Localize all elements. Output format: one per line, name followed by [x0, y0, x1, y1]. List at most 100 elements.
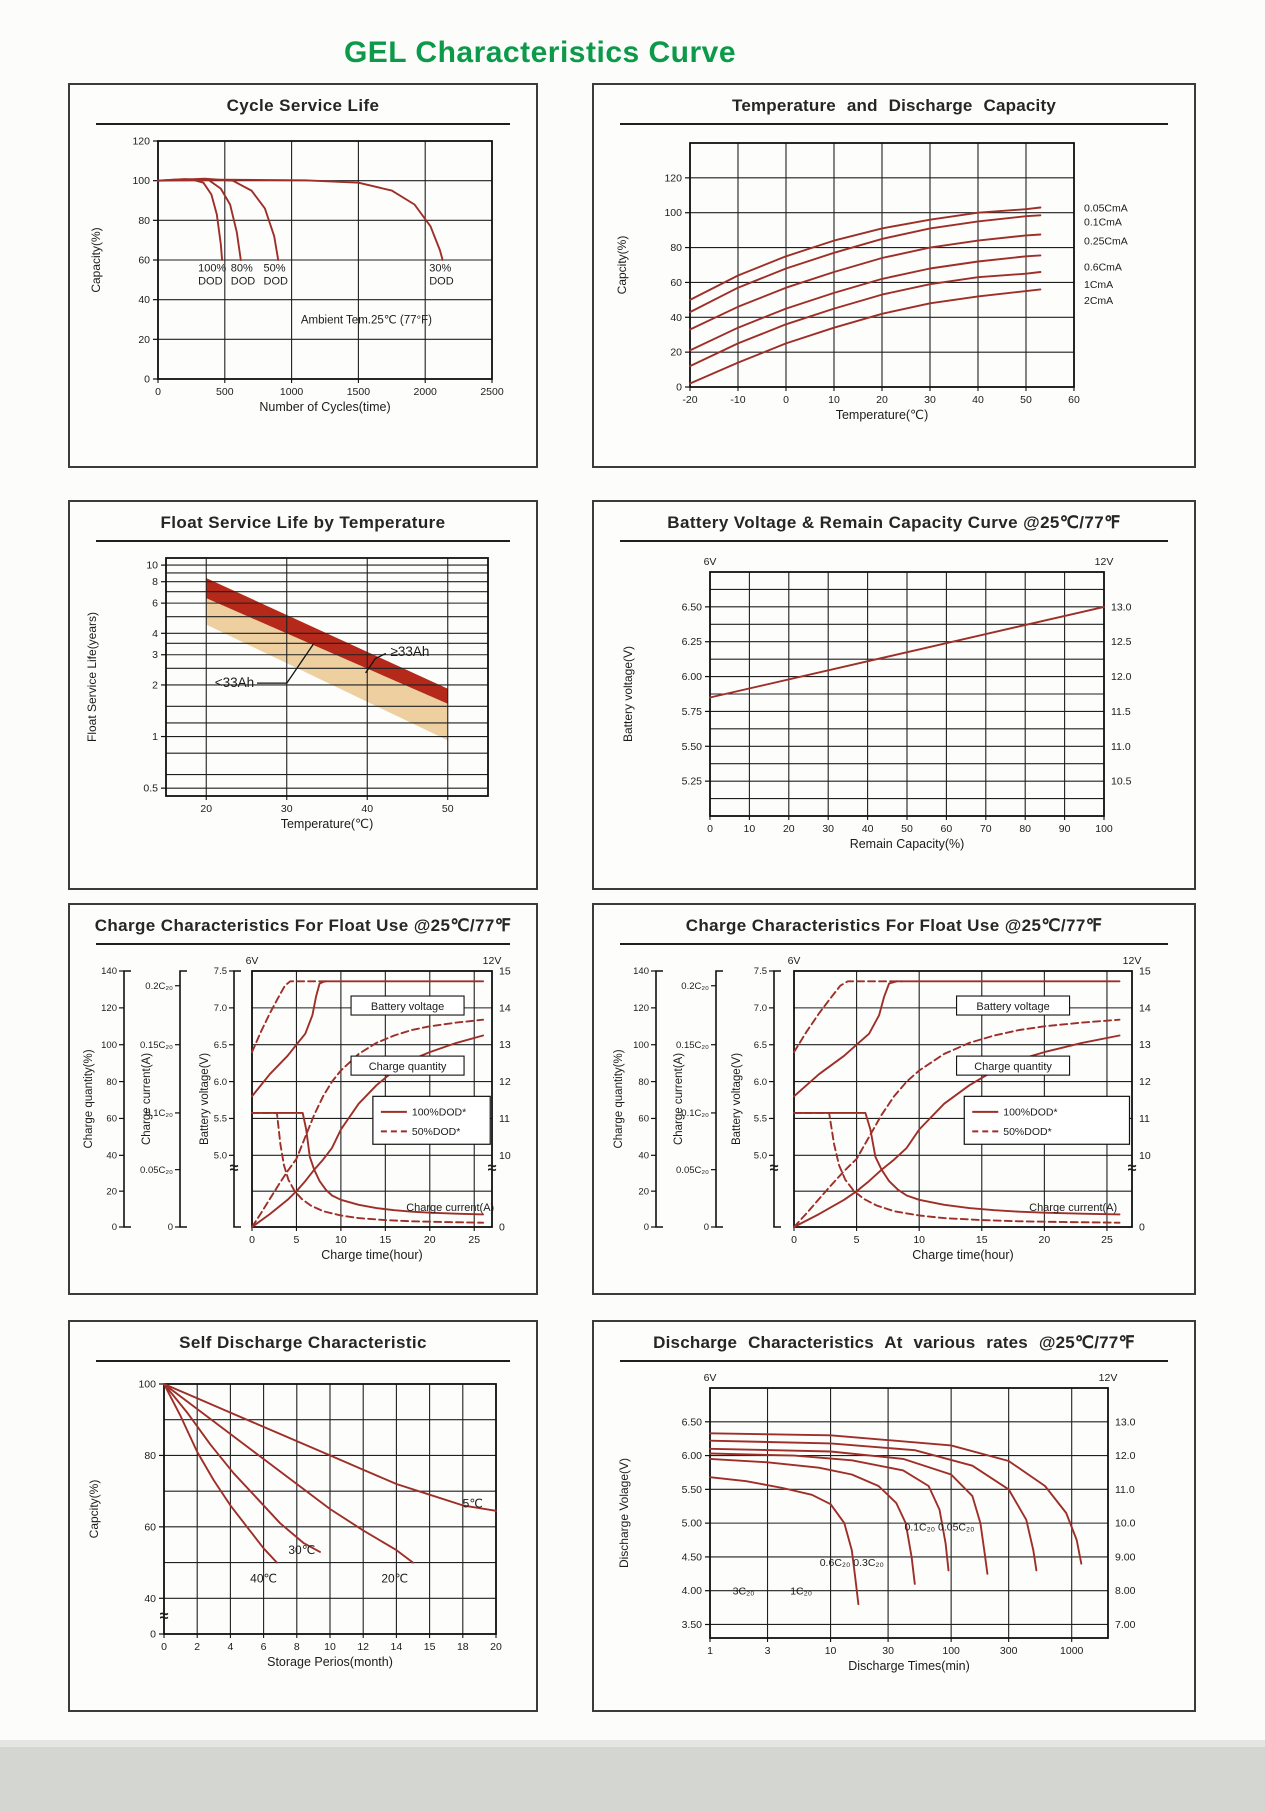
svg-text:80: 80	[670, 242, 682, 254]
svg-text:-10: -10	[730, 394, 745, 406]
svg-text:4: 4	[152, 628, 158, 640]
svg-text:5: 5	[294, 1234, 300, 1246]
svg-text:15: 15	[976, 1234, 988, 1246]
svg-text:6.25: 6.25	[682, 636, 703, 648]
svg-text:100: 100	[942, 1645, 960, 1657]
svg-text:0.25CmA: 0.25CmA	[1084, 236, 1128, 248]
svg-text:0: 0	[155, 386, 161, 398]
svg-text:120: 120	[633, 1003, 649, 1014]
title-underline	[620, 540, 1168, 542]
svg-text:60: 60	[106, 1114, 117, 1125]
svg-text:10: 10	[499, 1150, 511, 1162]
svg-text:Battery voltage: Battery voltage	[371, 1001, 444, 1013]
svg-text:Charge quantity: Charge quantity	[974, 1061, 1052, 1073]
svg-text:10: 10	[324, 1641, 336, 1653]
svg-text:Discharge Times(min): Discharge Times(min)	[848, 1659, 970, 1673]
chart-canvas-self-discharge: 100 80 60 40 00 2 4 6 8 10 12 14 15 18 20 Storage Perio…	[87, 1379, 502, 1670]
chart-title: Battery Voltage & Remain Capacity Curve …	[667, 513, 1121, 532]
title-underline	[96, 1360, 510, 1362]
svg-text:Battery voltage(V): Battery voltage(V)	[199, 1053, 211, 1145]
svg-text:100: 100	[1095, 823, 1113, 835]
svg-text:6: 6	[261, 1641, 267, 1653]
svg-text:11.0: 11.0	[1115, 1484, 1135, 1496]
svg-text:20: 20	[783, 823, 795, 835]
svg-text:80: 80	[106, 1077, 117, 1088]
panel-battery-voltage-remain-capacity: Battery Voltage & Remain Capacity Curve …	[592, 500, 1196, 890]
svg-text:11.0: 11.0	[1111, 741, 1131, 753]
svg-text:13.0: 13.0	[1115, 1416, 1136, 1428]
title-underline	[620, 943, 1168, 945]
svg-text:60: 60	[670, 277, 682, 289]
svg-text:18: 18	[457, 1641, 469, 1653]
svg-text:60: 60	[144, 1521, 156, 1533]
svg-text:0: 0	[704, 1222, 709, 1233]
svg-text:1500: 1500	[347, 386, 371, 398]
svg-text:5.50: 5.50	[682, 741, 703, 753]
svg-text:25: 25	[1101, 1234, 1113, 1246]
svg-text:Capcity(%): Capcity(%)	[87, 1480, 101, 1539]
svg-text:0: 0	[249, 1234, 255, 1246]
svg-text:40: 40	[106, 1151, 117, 1162]
svg-text:0: 0	[1139, 1222, 1145, 1234]
svg-text:20: 20	[424, 1234, 436, 1246]
svg-text:40: 40	[144, 1593, 156, 1605]
svg-text:3: 3	[152, 649, 158, 661]
svg-text:50%: 50%	[264, 263, 286, 275]
svg-text:30%: 30%	[429, 263, 451, 275]
svg-text:6.50: 6.50	[682, 1416, 703, 1428]
title-underline	[96, 540, 510, 542]
title-underline	[96, 943, 510, 945]
svg-text:12V: 12V	[483, 955, 502, 967]
svg-text:80: 80	[1019, 823, 1031, 835]
svg-text:120: 120	[664, 172, 682, 184]
svg-text:20: 20	[490, 1641, 502, 1653]
chart-title: Charge Characteristics For Float Use @25…	[94, 916, 512, 935]
svg-text:Charge current(A): Charge current(A)	[1029, 1202, 1117, 1214]
svg-text:0: 0	[676, 382, 682, 394]
chart-title: Temperature and Discharge Capacity	[732, 96, 1056, 115]
svg-text:11: 11	[499, 1113, 510, 1125]
svg-text:≥33Ah: ≥33Ah	[390, 644, 429, 659]
svg-text:10.5: 10.5	[1111, 776, 1132, 788]
svg-text:≈: ≈	[160, 1608, 169, 1625]
svg-text:300: 300	[1000, 1645, 1018, 1657]
svg-text:Temperature(℃): Temperature(℃)	[836, 408, 929, 422]
svg-text:120: 120	[101, 1003, 117, 1014]
svg-text:7.5: 7.5	[214, 966, 227, 977]
chart-canvas-discharge-rates: 6.50 6.00 5.50 5.00 4.50 4.00 3.50 13.0 12.0 11.0…	[617, 1372, 1136, 1673]
svg-text:5.5: 5.5	[214, 1114, 227, 1125]
svg-text:DOD: DOD	[198, 276, 223, 288]
svg-text:0.5: 0.5	[143, 783, 158, 795]
chart-canvas-temperature-discharge: 0 20 40 60 80 100 120 -20 -10 0 10 20 30 40 50 60 Temper…	[615, 142, 1128, 422]
svg-text:120: 120	[132, 136, 150, 148]
svg-text:0: 0	[150, 1629, 156, 1641]
svg-text:8.00: 8.00	[1115, 1585, 1136, 1597]
svg-text:20: 20	[200, 803, 212, 815]
svg-text:1000: 1000	[280, 386, 304, 398]
svg-text:30: 30	[924, 394, 936, 406]
panel-charge-characteristics-right: Charge Characteristics For Float Use @25…	[592, 903, 1196, 1295]
svg-text:0.1C₂₀: 0.1C₂₀	[681, 1108, 709, 1119]
svg-text:1000: 1000	[1060, 1645, 1084, 1657]
svg-text:0.1C₂₀ 0.05C₂₀: 0.1C₂₀ 0.05C₂₀	[904, 1521, 974, 1533]
svg-text:Charge quantity(%): Charge quantity(%)	[613, 1049, 625, 1148]
footer-band-highlight	[0, 1740, 1265, 1747]
svg-text:3: 3	[765, 1645, 771, 1657]
svg-text:30℃: 30℃	[288, 1543, 315, 1557]
svg-text:≈: ≈	[488, 1160, 497, 1177]
svg-text:140: 140	[633, 966, 649, 977]
chart-canvas-cycle-service-life: 0 20 40 60 80 100 120 0 500 1000 1500 2000 2500 Numbe…	[89, 136, 504, 415]
svg-text:0.05C₂₀: 0.05C₂₀	[140, 1165, 173, 1176]
svg-text:≈: ≈	[1128, 1160, 1137, 1177]
svg-text:10: 10	[335, 1234, 347, 1246]
svg-text:-20: -20	[682, 394, 697, 406]
svg-text:1: 1	[152, 731, 158, 743]
svg-text:50: 50	[901, 823, 913, 835]
svg-text:5.00: 5.00	[682, 1518, 703, 1530]
svg-text:20: 20	[106, 1186, 117, 1197]
svg-text:11.5: 11.5	[1111, 706, 1131, 718]
svg-text:14: 14	[1139, 1002, 1151, 1014]
svg-text:6: 6	[152, 598, 158, 610]
